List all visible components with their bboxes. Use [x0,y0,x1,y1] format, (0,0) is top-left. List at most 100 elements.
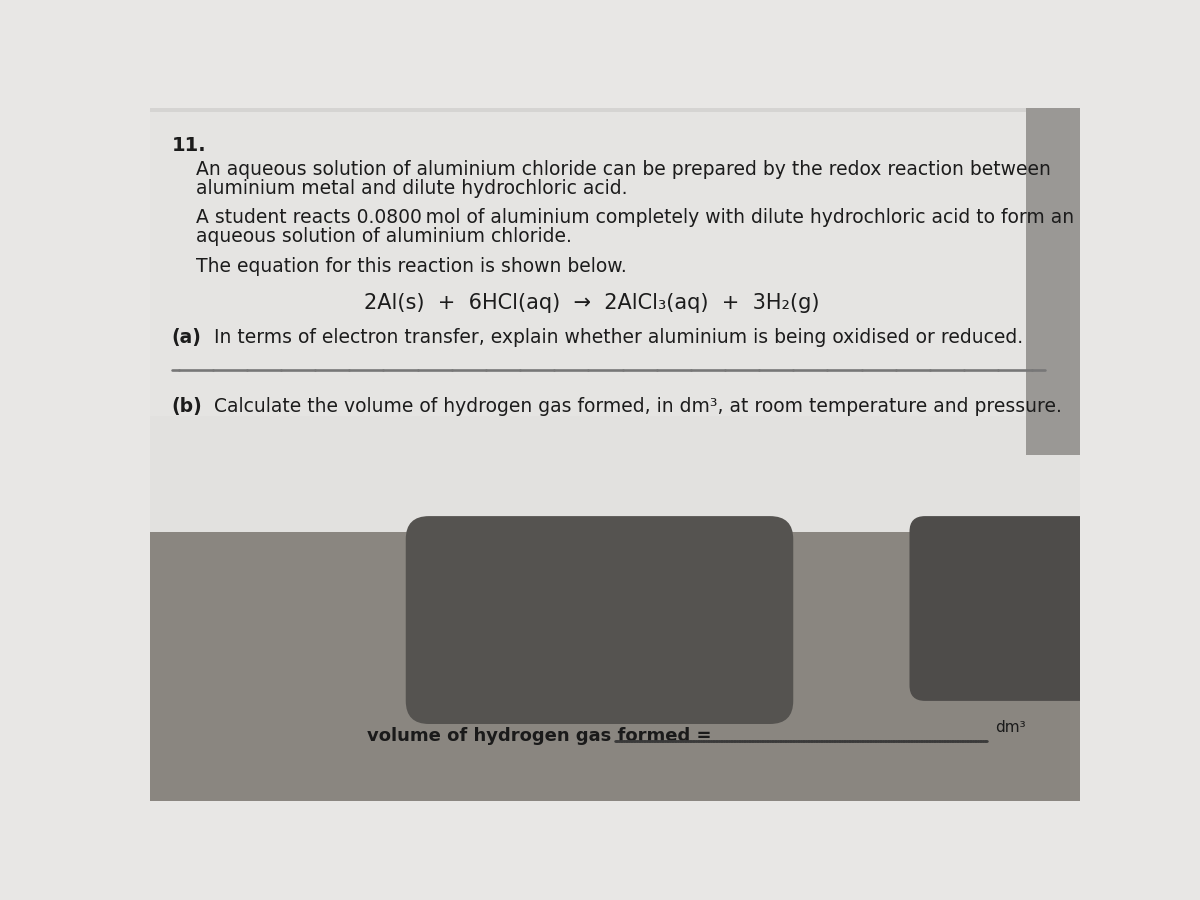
Text: aluminium metal and dilute hydrochloric acid.: aluminium metal and dilute hydrochloric … [197,179,628,198]
Bar [150,635,1080,638]
Bar [150,553,1080,554]
Bar [1026,108,1080,454]
Bar [150,568,1080,570]
Bar [150,642,1080,643]
Bar [150,666,1080,669]
Bar [150,623,1080,626]
Bar [150,659,1080,661]
Text: Calculate the volume of hydrogen gas formed, in dm³, at room temperature and pre: Calculate the volume of hydrogen gas for… [214,397,1062,416]
Bar [150,605,1080,607]
Bar [150,628,1080,630]
Bar [150,551,1080,554]
Bar [150,571,1080,573]
Bar [150,651,1080,653]
Bar [150,654,1080,656]
Text: 2Al(s)  +  6HCl(aq)  →  2AlCl₃(aq)  +  3H₂(g): 2Al(s) + 6HCl(aq) → 2AlCl₃(aq) + 3H₂(g) [364,292,820,313]
Bar [150,611,1080,613]
Bar [150,581,1080,584]
Bar [150,663,1080,665]
Bar [150,532,1080,801]
Bar [150,617,1080,619]
Bar [150,590,1080,593]
Bar [150,577,1080,580]
Text: volume of hydrogen gas formed =: volume of hydrogen gas formed = [367,727,712,745]
Bar [150,601,1080,604]
Bar [150,583,1080,585]
Bar [150,108,1080,547]
Bar [150,622,1080,624]
Text: In terms of electron transfer, explain whether aluminium is being oxidised or re: In terms of electron transfer, explain w… [214,328,1022,347]
Bar [150,555,1080,558]
Bar [150,629,1080,632]
Bar [150,588,1080,590]
FancyBboxPatch shape [910,516,1096,701]
Bar [150,580,1080,582]
Bar [150,562,1080,563]
Bar [150,608,1080,610]
Bar [150,569,1080,572]
Bar [150,625,1080,627]
Bar [150,638,1080,641]
Bar [150,590,1080,591]
Text: (a): (a) [172,328,202,347]
Bar [150,652,1080,654]
Bar [150,594,1080,596]
Bar [150,554,1080,556]
Bar [150,648,1080,650]
Bar [150,600,1080,602]
Text: An aqueous solution of aluminium chloride can be prepared by the redox reaction : An aqueous solution of aluminium chlorid… [197,160,1051,179]
Bar [150,618,1080,621]
Bar [150,572,1080,574]
Bar [150,597,1080,599]
FancyBboxPatch shape [406,516,793,724]
Bar [150,655,1080,658]
Bar [150,549,1080,552]
Bar [150,637,1080,639]
Bar [150,614,1080,617]
Bar [150,112,1049,416]
Bar [150,564,1080,567]
Text: The equation for this reaction is shown below.: The equation for this reaction is shown … [197,257,628,276]
Bar [150,575,1080,578]
Bar [150,662,1080,664]
Bar [150,631,1080,633]
Bar [150,579,1080,580]
Bar [150,557,1080,559]
Bar [150,640,1080,643]
Bar [150,620,1080,623]
Text: A student reacts 0.0800 mol of aluminium completely with dilute hydrochloric aci: A student reacts 0.0800 mol of aluminium… [197,208,1075,227]
Bar [150,633,1080,634]
Bar [150,586,1080,589]
Bar [150,634,1080,636]
Bar [150,592,1080,595]
Bar [150,644,1080,647]
Bar [150,563,1080,565]
Bar [150,626,1080,628]
Bar [150,596,1080,598]
Bar [150,566,1080,569]
Text: dm³: dm³ [995,720,1025,735]
Bar [150,646,1080,649]
Bar [150,108,1080,169]
Bar [150,612,1080,615]
Text: 11.: 11. [172,137,206,156]
Bar [150,603,1080,606]
Text: (b): (b) [172,397,203,416]
Bar [150,560,1080,562]
Bar [150,649,1080,652]
Bar [150,616,1080,617]
Bar [150,644,1080,645]
Bar [150,607,1080,608]
Bar [150,668,1080,670]
Bar [150,609,1080,612]
Bar [150,546,1080,548]
Bar [150,548,1080,550]
Bar [150,665,1080,667]
Bar [150,657,1080,660]
Bar [150,558,1080,561]
Bar [150,598,1080,601]
Text: aqueous solution of aluminium chloride.: aqueous solution of aluminium chloride. [197,227,572,246]
Bar [150,660,1080,662]
Bar [150,574,1080,576]
Bar [150,585,1080,587]
